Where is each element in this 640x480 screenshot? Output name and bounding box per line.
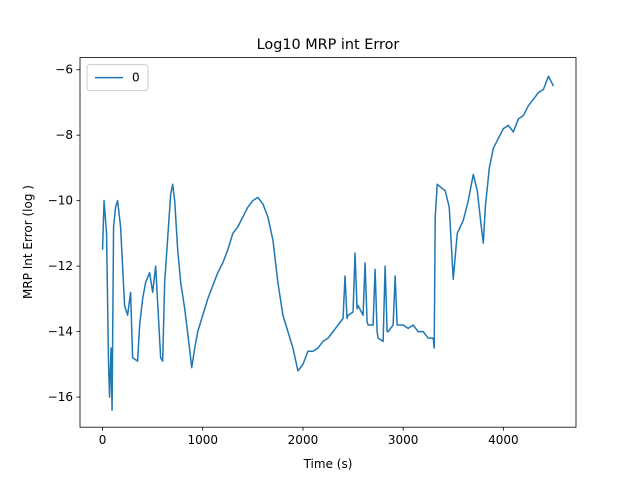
y-tick-label: −6 bbox=[55, 63, 73, 77]
x-tick-label: 3000 bbox=[388, 433, 419, 447]
y-axis-label: MRP Int Error (log ) bbox=[21, 185, 35, 299]
y-tick-label: −16 bbox=[48, 390, 73, 404]
x-tick-label: 2000 bbox=[288, 433, 319, 447]
y-tick-label: −14 bbox=[48, 325, 73, 339]
x-tick-label: 4000 bbox=[488, 433, 519, 447]
legend-label: 0 bbox=[132, 71, 140, 85]
x-tick-label: 0 bbox=[99, 433, 107, 447]
chart-title: Log10 MRP int Error bbox=[257, 37, 400, 53]
y-tick-label: −12 bbox=[48, 259, 73, 273]
y-tick-label: −8 bbox=[55, 128, 73, 142]
plot-frame bbox=[79, 57, 577, 428]
x-tick-label: 1000 bbox=[187, 433, 218, 447]
y-tick-label: −10 bbox=[48, 194, 73, 208]
data-line bbox=[101, 75, 555, 411]
x-axis-label: Time (s) bbox=[303, 457, 353, 471]
